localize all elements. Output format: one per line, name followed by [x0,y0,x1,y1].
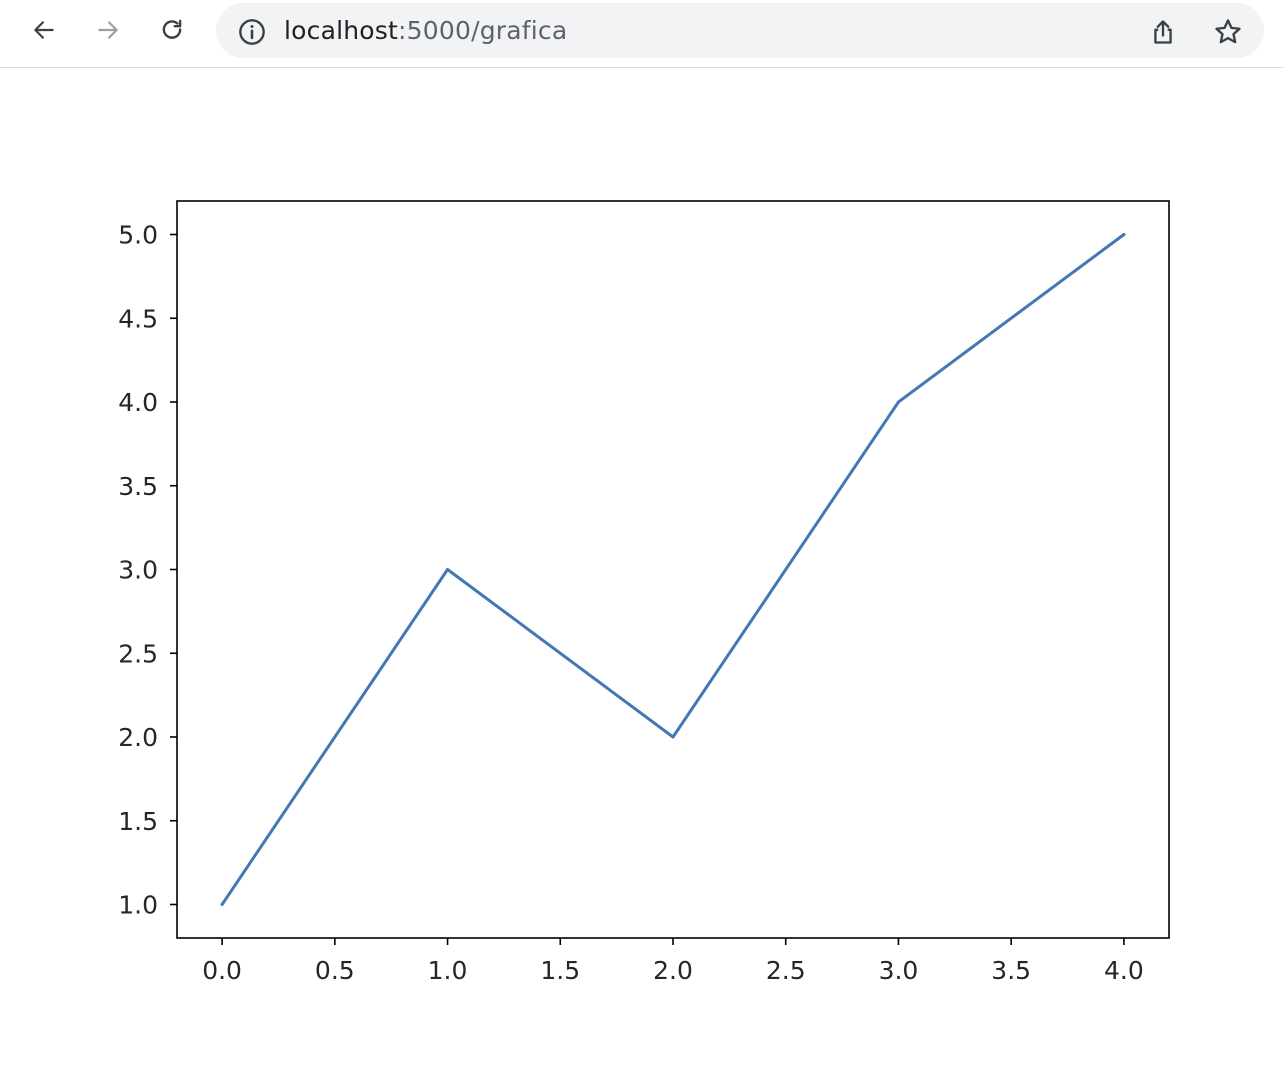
browser-toolbar: localhost:5000/grafica [0,0,1284,68]
x-tick-label: 1.5 [540,956,580,985]
info-icon[interactable] [238,18,266,46]
y-tick-label: 4.0 [118,388,158,417]
y-tick-label: 5.0 [118,221,158,250]
url-host: localhost [284,16,399,45]
arrow-left-icon [34,21,54,39]
x-tick-label: 3.0 [879,956,919,985]
x-tick-label: 1.0 [428,956,468,985]
x-tick-label: 3.5 [991,956,1031,985]
page-content: 1.0 1.5 2.0 2.5 3.0 3.5 4.0 4.5 5.0 0.0 0.5 1.0 1.5… [0,69,1284,1076]
data-point [446,568,450,571]
address-bar[interactable]: localhost:5000/grafica [216,3,1264,58]
y-tick-label: 2.0 [118,723,158,752]
forward-button[interactable] [88,10,128,50]
y-tick-label: 2.5 [118,639,158,668]
url-text[interactable]: localhost:5000/grafica [284,16,567,46]
y-tick-label: 1.5 [118,807,158,836]
data-point [896,400,900,404]
x-tick-label: 0.0 [202,956,242,985]
data-point [671,735,675,739]
y-tick-label: 3.5 [118,472,158,501]
x-axis: 0.0 0.5 1.0 1.5 2.0 2.5 3.0 3.5 4.0 [202,938,1144,985]
share-icon[interactable] [1146,15,1180,49]
x-tick-label: 4.0 [1104,956,1144,985]
data-point [220,903,224,906]
y-tick-label: 4.5 [118,304,158,333]
back-button[interactable] [24,10,64,50]
line-chart: 1.0 1.5 2.0 2.5 3.0 3.5 4.0 4.5 5.0 0.0 0.5 1.0 1.5… [118,200,1170,985]
star-icon[interactable] [1211,15,1245,49]
x-tick-label: 2.0 [653,956,693,985]
y-tick-label: 1.0 [118,891,158,920]
y-axis: 1.0 1.5 2.0 2.5 3.0 3.5 4.0 4.5 5.0 [118,221,177,920]
reload-button[interactable] [152,10,192,50]
url-path: :5000/grafica [398,16,568,45]
x-tick-label: 2.5 [766,956,806,985]
y-tick-label: 3.0 [118,556,158,585]
series-layer [220,233,1126,906]
x-tick-label: 0.5 [315,956,355,985]
data-point [1122,233,1126,236]
series-line [220,233,1126,906]
arrow-right-icon [98,21,118,39]
reload-icon [162,19,182,39]
